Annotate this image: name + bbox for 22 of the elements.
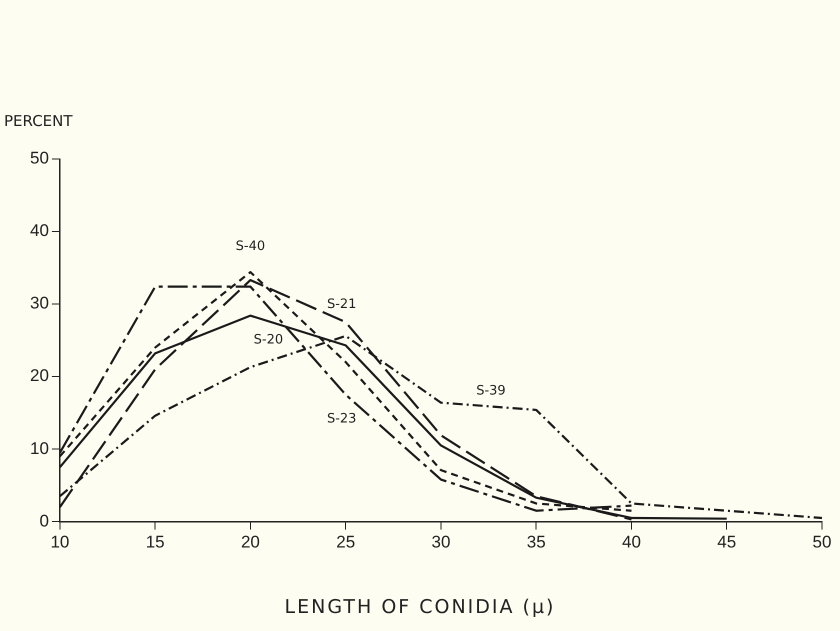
x-tick-label: 35: [526, 532, 546, 552]
x-tick-label: 50: [812, 532, 832, 552]
x-tick-label: 15: [146, 532, 165, 552]
y-tick-label: 0: [39, 511, 49, 530]
x-tick-label: 45: [717, 532, 736, 552]
x-axis-title: LENGTH OF CONIDIA (μ): [284, 596, 556, 618]
y-tick-label: 10: [30, 438, 49, 458]
x-tick-label: 30: [431, 532, 450, 552]
y-axis-title: PERCENT: [4, 112, 73, 130]
y-tick-label: 30: [30, 294, 49, 313]
y-tick-label: 20: [30, 366, 49, 386]
y-tick-label: 50: [30, 148, 49, 168]
series-label: S-21: [326, 297, 356, 312]
series-label: S-23: [326, 412, 356, 427]
x-tick-label: 10: [50, 532, 70, 552]
y-tick-label: 40: [30, 221, 49, 240]
x-tick-label: 25: [336, 532, 356, 552]
series-label: S-40: [236, 239, 266, 254]
series-label: S-20: [254, 332, 284, 348]
x-tick-label: 40: [622, 532, 641, 552]
series-label: S-39: [476, 384, 506, 399]
x-tick-label: 20: [240, 532, 260, 552]
